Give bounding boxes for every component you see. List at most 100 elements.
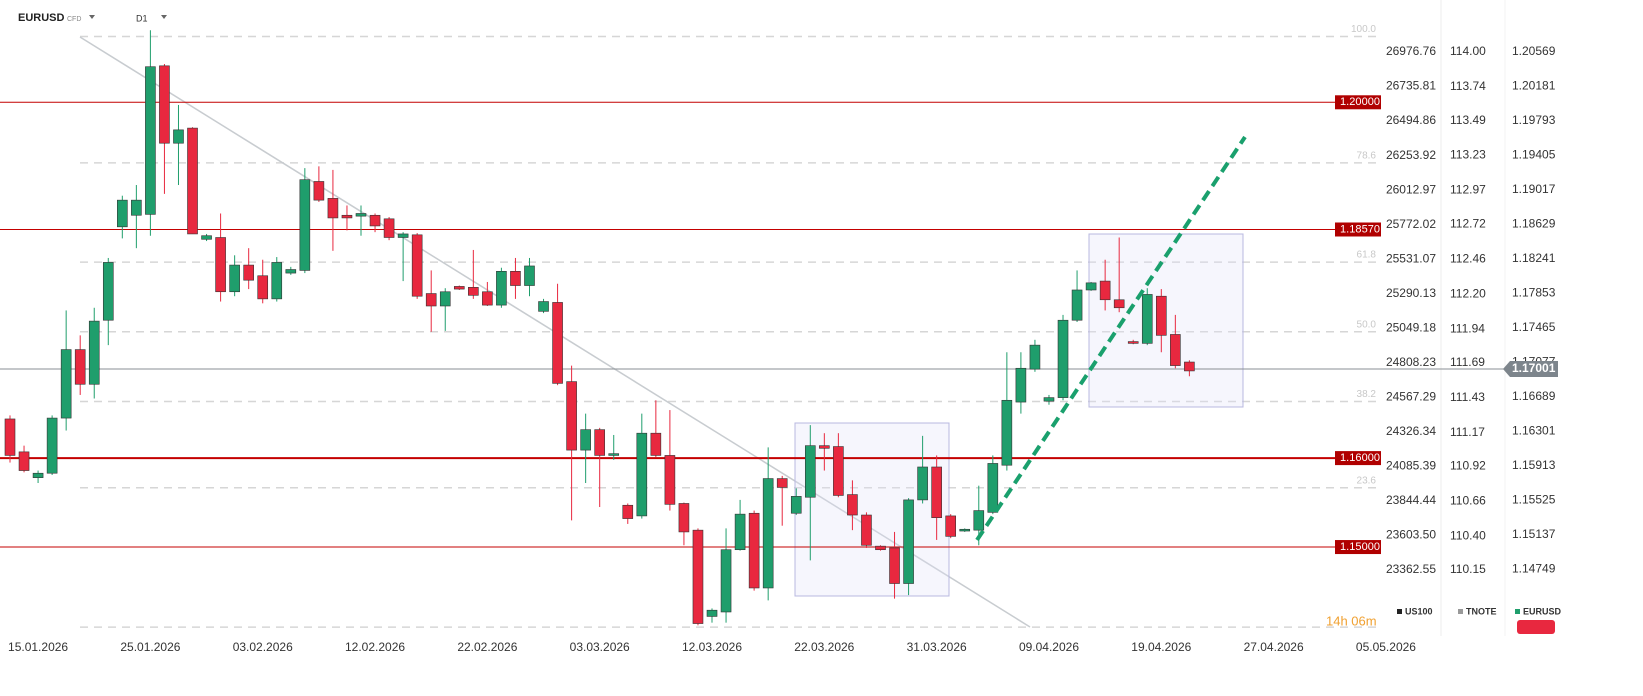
candle-body — [566, 381, 577, 451]
y-tick-label: 25531.07 — [1386, 251, 1436, 265]
y-tick-label: 1.20181 — [1512, 78, 1556, 92]
candle-body — [524, 265, 535, 286]
candle-body — [159, 65, 170, 144]
dropdown-icon[interactable] — [89, 15, 95, 19]
y-tick-label: 111.69 — [1450, 355, 1485, 369]
y-tick-label: 1.16689 — [1512, 389, 1556, 403]
x-tick-label: 22.03.2026 — [794, 640, 854, 654]
candle-body — [229, 264, 240, 293]
legend-label[interactable]: EURUSD — [1523, 606, 1562, 616]
candle-body — [720, 549, 732, 613]
fib-label: 50.0 — [1357, 319, 1377, 330]
y-tick-label: 24808.23 — [1386, 355, 1436, 369]
fib-label: 61.8 — [1357, 250, 1377, 261]
y-tick-label: 111.17 — [1450, 425, 1485, 439]
x-tick-label: 12.03.2026 — [682, 640, 742, 654]
instrument-type: CFD — [67, 16, 81, 23]
candle-body — [4, 418, 16, 456]
legend-label[interactable]: US100 — [1405, 606, 1433, 616]
action-button[interactable] — [1517, 620, 1555, 634]
x-tick-label: 12.02.2026 — [345, 640, 405, 654]
candle-body — [678, 503, 690, 533]
y-tick-label: 113.74 — [1450, 79, 1486, 93]
candle-body — [748, 512, 760, 589]
y-tick-label: 25772.02 — [1386, 217, 1436, 231]
candle-body — [776, 478, 788, 488]
candle-body — [594, 429, 605, 456]
current-price-tag — [1503, 361, 1558, 378]
y-tick-label: 112.72 — [1450, 216, 1486, 230]
y-tick-label: 25049.18 — [1386, 320, 1436, 334]
candle-body — [945, 515, 956, 537]
candle-body — [453, 286, 465, 290]
candle-body — [173, 129, 184, 144]
candle-body — [32, 472, 44, 478]
candle-body — [692, 529, 704, 624]
axes: 26976.76 26735.81 26494.86 26253.92 26012.97… — [8, 44, 1556, 654]
x-tick-label: 27.04.2026 — [1244, 640, 1304, 654]
y-tick-label: 113.23 — [1450, 148, 1486, 162]
dropdown-icon[interactable] — [161, 15, 167, 19]
y-tick-label: 26012.97 — [1386, 182, 1436, 196]
countdown: 14h 06m — [1326, 613, 1377, 628]
x-tick-label: 15.01.2026 — [8, 640, 68, 654]
level-tag — [1335, 540, 1381, 555]
candle-body — [903, 499, 914, 584]
legend-swatch — [1515, 609, 1520, 614]
legend-label[interactable]: TNOTE — [1466, 606, 1497, 616]
candle-body — [201, 235, 212, 240]
candle-body — [411, 234, 423, 297]
candle-body — [117, 199, 128, 228]
y-tick-label: 1.19405 — [1512, 147, 1556, 161]
level-label: 1.15000 — [1340, 541, 1380, 553]
candle-body — [1170, 334, 1181, 366]
symbol[interactable]: EURUSD — [18, 12, 65, 24]
y-tick-label: 1.15525 — [1512, 493, 1556, 507]
candle-body — [74, 349, 86, 385]
candle-body — [299, 179, 311, 271]
y-tick-label: 26735.81 — [1386, 79, 1436, 93]
candle-body — [369, 214, 381, 227]
legend-swatch — [1397, 609, 1402, 614]
candle-body — [762, 478, 774, 589]
y-tick-label: 23844.44 — [1386, 493, 1436, 507]
candle-body — [931, 466, 942, 518]
candle-body — [622, 504, 634, 519]
x-tick-label: 05.05.2026 — [1356, 640, 1416, 654]
candle-body — [847, 494, 858, 516]
fib-label: 78.6 — [1357, 151, 1377, 162]
y-tick-label: 111.43 — [1450, 390, 1485, 404]
y-tick-label: 113.49 — [1450, 113, 1486, 127]
candle-body — [889, 547, 900, 584]
candle-body — [496, 271, 507, 306]
y-tick-label: 112.20 — [1450, 286, 1486, 300]
y-tick-label: 1.19017 — [1512, 182, 1556, 196]
candle-body — [131, 199, 142, 216]
candle-body — [987, 463, 999, 513]
y-tick-label: 1.19793 — [1512, 113, 1556, 127]
y-tick-label: 112.46 — [1450, 251, 1486, 265]
y-tick-label: 1.18629 — [1512, 216, 1556, 230]
candle-body — [790, 496, 802, 514]
candle-body — [425, 293, 437, 307]
candle-body — [215, 237, 226, 293]
y-tick-label: 1.16301 — [1512, 423, 1556, 437]
candle-body — [271, 262, 283, 300]
y-tick-label: 26976.76 — [1386, 44, 1436, 58]
candle-body — [1099, 280, 1111, 301]
candle-body — [1029, 344, 1041, 370]
candle-body — [510, 271, 521, 286]
candle-body — [734, 513, 746, 551]
y-tick-label: 1.14749 — [1512, 562, 1556, 576]
y-tick-label: 25290.13 — [1386, 286, 1436, 300]
candle-body — [355, 213, 367, 217]
candles — [4, 30, 1195, 626]
x-tick-label: 03.03.2026 — [570, 640, 630, 654]
y-tick-label: 112.97 — [1450, 183, 1486, 197]
level-tag — [1335, 222, 1381, 237]
timeframe[interactable]: D1 — [136, 13, 148, 23]
candle-body — [1015, 367, 1027, 403]
y-tick-label: 26253.92 — [1386, 148, 1436, 162]
candle-body — [439, 291, 451, 307]
